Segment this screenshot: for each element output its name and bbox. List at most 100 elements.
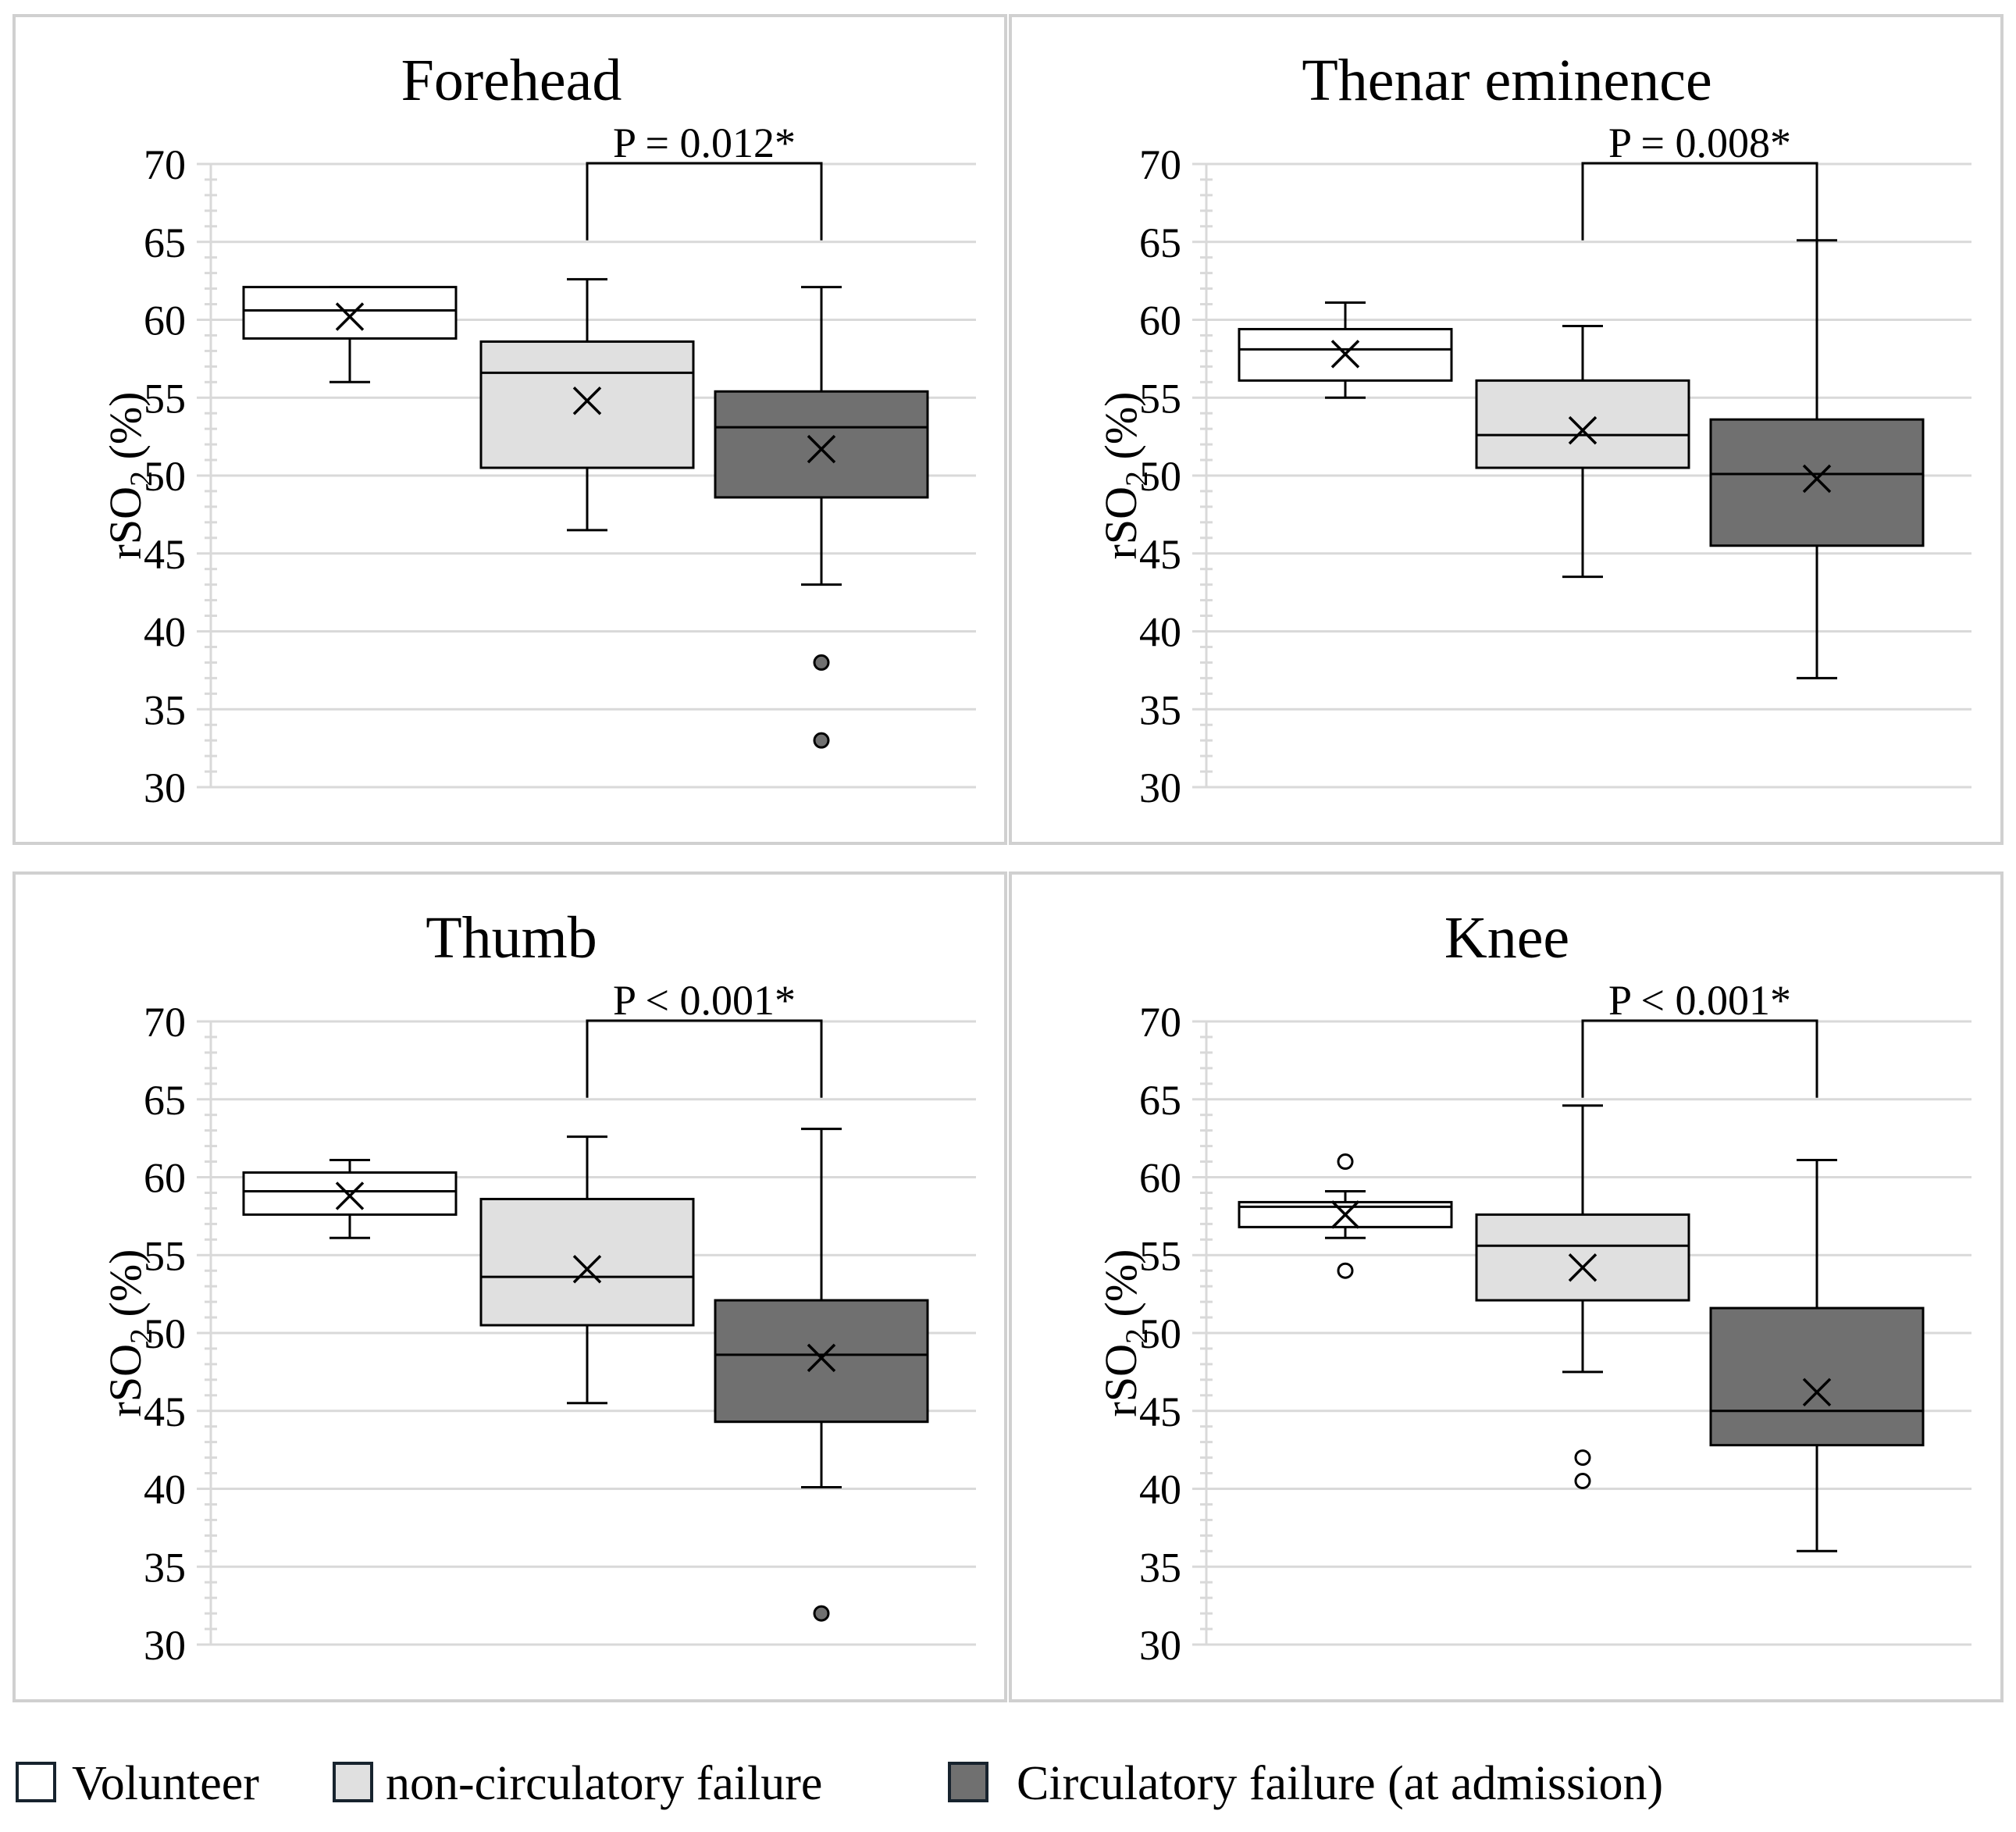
iqr-box bbox=[479, 1197, 695, 1327]
chart-title: Thumb bbox=[426, 905, 597, 971]
iqr-box bbox=[714, 1299, 929, 1424]
y-tick-label: 50 bbox=[1139, 453, 1181, 500]
outlier-point bbox=[1337, 1262, 1354, 1279]
iqr-box bbox=[1709, 418, 1925, 547]
y-axis-label-unit: (%) bbox=[100, 1249, 151, 1328]
y-tick-label: 30 bbox=[144, 1622, 186, 1669]
box-volunteer bbox=[242, 286, 458, 383]
y-tick-label: 60 bbox=[1139, 1155, 1181, 1202]
mean-marker bbox=[807, 1343, 836, 1373]
y-tick-label: 60 bbox=[144, 1155, 186, 1202]
legend-label: Circulatory failure (at admission) bbox=[1017, 1757, 1663, 1810]
box-non-circulatory bbox=[479, 278, 695, 532]
legend-item-3: Circulatory failure (at admission) bbox=[948, 1757, 1663, 1810]
p-value-annotation: P = 0.008* bbox=[1608, 119, 1791, 166]
y-axis-label: rSO2 (%) bbox=[100, 392, 159, 560]
y-tick-label: 60 bbox=[144, 298, 186, 344]
y-axis-label-subscript: 2 bbox=[123, 1328, 159, 1344]
y-tick-label: 30 bbox=[1139, 765, 1181, 811]
mean-marker bbox=[572, 387, 602, 415]
box-non-circulatory bbox=[1475, 324, 1690, 579]
y-tick-label: 55 bbox=[144, 375, 186, 422]
y-tick-label: 60 bbox=[1139, 298, 1181, 344]
y-tick-label: 35 bbox=[144, 1544, 186, 1591]
y-tick-label: 40 bbox=[144, 1467, 186, 1513]
iqr-box bbox=[1238, 327, 1453, 382]
y-tick-label: 45 bbox=[144, 531, 186, 578]
chart-panel-thumb: 30 35 40 45 50 55 60 65 70 Thumb rSO2 (%) P < 0.001… bbox=[12, 871, 1007, 1702]
y-axis-label-main: rSO bbox=[1095, 487, 1146, 559]
outlier-point bbox=[813, 654, 830, 671]
mean-marker bbox=[572, 1254, 602, 1284]
y-axis-label-subscript: 2 bbox=[123, 471, 159, 487]
y-tick-label: 70 bbox=[1139, 999, 1181, 1046]
p-value-annotation: P = 0.012* bbox=[613, 119, 796, 166]
y-tick-label: 35 bbox=[144, 686, 186, 733]
chart-panel-knee: 30 35 40 45 50 55 60 65 70 Knee rSO2 (%) P < 0.001* bbox=[1009, 871, 2004, 1702]
legend: Volunteer non-circulatory failure Circulat… bbox=[16, 1757, 1663, 1810]
y-tick-label: 40 bbox=[1139, 1467, 1181, 1513]
y-tick-label: 55 bbox=[1139, 375, 1181, 422]
iqr-box bbox=[242, 1171, 458, 1216]
y-axis-label-unit: (%) bbox=[100, 392, 151, 471]
mean-marker bbox=[1330, 340, 1360, 369]
mean-marker bbox=[807, 434, 836, 464]
mean-marker bbox=[1568, 415, 1597, 445]
legend-label: non-circulatory failure bbox=[386, 1757, 822, 1810]
box-volunteer bbox=[1238, 1153, 1453, 1279]
y-tick-label: 40 bbox=[144, 609, 186, 656]
significance-bracket bbox=[586, 1019, 823, 1098]
mean-marker bbox=[335, 1182, 365, 1210]
iqr-box bbox=[1475, 379, 1690, 469]
mean-marker bbox=[1568, 1253, 1597, 1282]
legend-item-2: non-circulatory failure bbox=[333, 1757, 822, 1810]
mean-marker bbox=[1330, 1200, 1360, 1229]
y-axis-label-main: rSO bbox=[1095, 1344, 1146, 1417]
p-value-annotation: P < 0.001* bbox=[613, 977, 796, 1024]
outlier-point bbox=[813, 1605, 830, 1622]
y-tick-label: 50 bbox=[144, 1310, 186, 1357]
y-tick-label: 35 bbox=[1139, 686, 1181, 733]
box-non-circulatory bbox=[479, 1135, 695, 1405]
y-axis-label-unit: (%) bbox=[1095, 392, 1146, 471]
mean-marker bbox=[335, 302, 365, 331]
chart-title: Forehead bbox=[401, 48, 622, 113]
y-axis-label: rSO2 (%) bbox=[1095, 392, 1154, 560]
minor-ticks bbox=[1200, 1035, 1213, 1631]
y-tick-label: 70 bbox=[1139, 141, 1181, 188]
y-tick-label: 55 bbox=[1139, 1232, 1181, 1279]
mean-marker bbox=[1802, 1378, 1832, 1407]
y-axis-label-subscript: 2 bbox=[1119, 1328, 1154, 1344]
y-tick-label: 50 bbox=[144, 453, 186, 500]
legend-swatch bbox=[16, 1762, 56, 1802]
box-circulatory bbox=[1709, 239, 1925, 679]
outlier-point bbox=[813, 732, 830, 749]
iqr-box bbox=[1475, 1213, 1690, 1302]
box-circulatory bbox=[714, 1128, 929, 1622]
iqr-box bbox=[1709, 1306, 1925, 1447]
y-tick-label: 70 bbox=[144, 999, 186, 1046]
y-tick-label: 45 bbox=[144, 1388, 186, 1435]
y-tick-label: 45 bbox=[1139, 1388, 1181, 1435]
box-non-circulatory bbox=[1475, 1104, 1690, 1490]
chart-panel-thenar-eminence: 30 35 40 45 50 55 60 65 70 Thenar eminence rSO2 (%… bbox=[1009, 14, 2004, 845]
chart-panel-forehead: 30 35 40 45 50 55 60 65 70 Forehead rSO2 (%) P = 0.… bbox=[12, 14, 1007, 845]
significance-bracket bbox=[586, 162, 823, 241]
chart-title: Knee bbox=[1444, 905, 1569, 971]
significance-bracket bbox=[1581, 162, 1818, 241]
mean-marker bbox=[1802, 464, 1832, 494]
y-axis-label-main: rSO bbox=[100, 1344, 151, 1417]
y-tick-label: 65 bbox=[1139, 219, 1181, 266]
p-value-annotation: P < 0.001* bbox=[1608, 977, 1791, 1024]
y-axis-label-unit: (%) bbox=[1095, 1249, 1146, 1328]
y-tick-label: 65 bbox=[144, 1077, 186, 1124]
y-axis-label: rSO2 (%) bbox=[100, 1249, 159, 1417]
y-tick-label: 40 bbox=[1139, 609, 1181, 656]
iqr-box bbox=[242, 286, 458, 340]
y-tick-label: 30 bbox=[1139, 1622, 1181, 1669]
iqr-box bbox=[714, 390, 929, 499]
y-axis-label-subscript: 2 bbox=[1119, 471, 1154, 487]
legend-item-1: Volunteer bbox=[16, 1757, 259, 1810]
